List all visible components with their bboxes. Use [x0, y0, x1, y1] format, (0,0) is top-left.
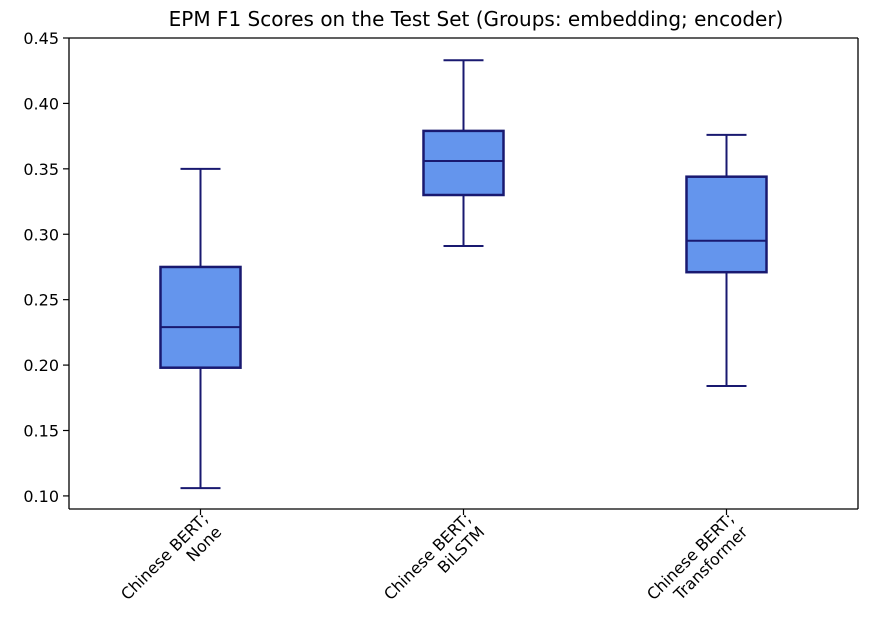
plot-area: 0.10 0.15 0.20 0.25 0.30 0.35 0.40 0.45 Chinese … — [23, 29, 859, 618]
x-tick-label: Chinese BERT;Transformer — [643, 509, 752, 618]
y-tick-label: 0.35 — [23, 160, 59, 179]
box-iqr — [685, 175, 768, 274]
chart-title: EPM F1 Scores on the Test Set (Groups: e… — [169, 7, 784, 31]
y-tick-label: 0.45 — [23, 29, 59, 48]
y-tick-label: 0.10 — [23, 487, 59, 506]
x-tick-label: Chinese BERT;BiLSTM — [380, 509, 488, 617]
box-iqr — [159, 265, 242, 369]
y-tick-label: 0.20 — [23, 356, 59, 375]
y-tick-label: 0.15 — [23, 422, 59, 441]
box-iqr — [422, 129, 505, 197]
y-tick-label: 0.40 — [23, 94, 59, 113]
y-tick-label: 0.25 — [23, 291, 59, 310]
x-tick-label: Chinese BERT;None — [117, 509, 225, 617]
y-tick-label: 0.30 — [23, 225, 59, 244]
